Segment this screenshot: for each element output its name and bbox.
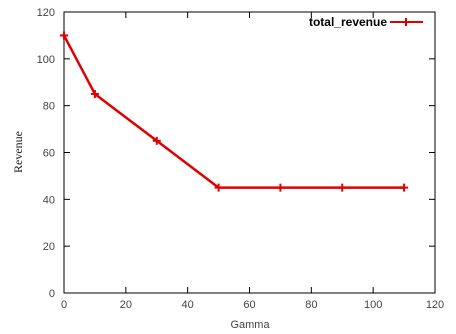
x-tick-label: 40 [182,299,194,311]
x-axis-title: Gamma [230,319,270,331]
series-layer [60,31,409,192]
y-tick-label: 60 [43,148,55,160]
x-tick-label: 80 [305,299,317,311]
y-axis-title: Revenue [11,131,25,173]
y-tick-label: 0 [49,288,55,300]
axis-ticks: 0 20 40 60 80 100 120 0 20 40 60 80 100 120 [37,7,445,311]
x-tick-label: 0 [61,299,67,311]
legend: total_revenue [309,15,423,29]
legend-marker [402,18,410,26]
x-tick-label: 60 [243,299,255,311]
y-tick-label: 20 [43,241,55,253]
data-point-marker [276,183,285,192]
plot-area-frame [63,11,436,294]
x-tick-label: 20 [120,299,132,311]
data-point-marker [338,183,347,192]
y-tick-label: 40 [43,194,55,206]
data-point-marker [90,89,99,98]
data-point-marker [400,183,409,192]
data-point-marker [60,31,68,40]
x-tick-label: 120 [426,299,444,311]
y-tick-label: 120 [37,7,55,19]
x-tick-label: 100 [364,299,382,311]
data-point-marker [152,136,161,145]
y-tick-label: 100 [37,54,55,66]
legend-label-total-revenue: total_revenue [309,15,387,29]
y-tick-label: 80 [43,101,55,113]
data-point-marker [214,183,223,192]
